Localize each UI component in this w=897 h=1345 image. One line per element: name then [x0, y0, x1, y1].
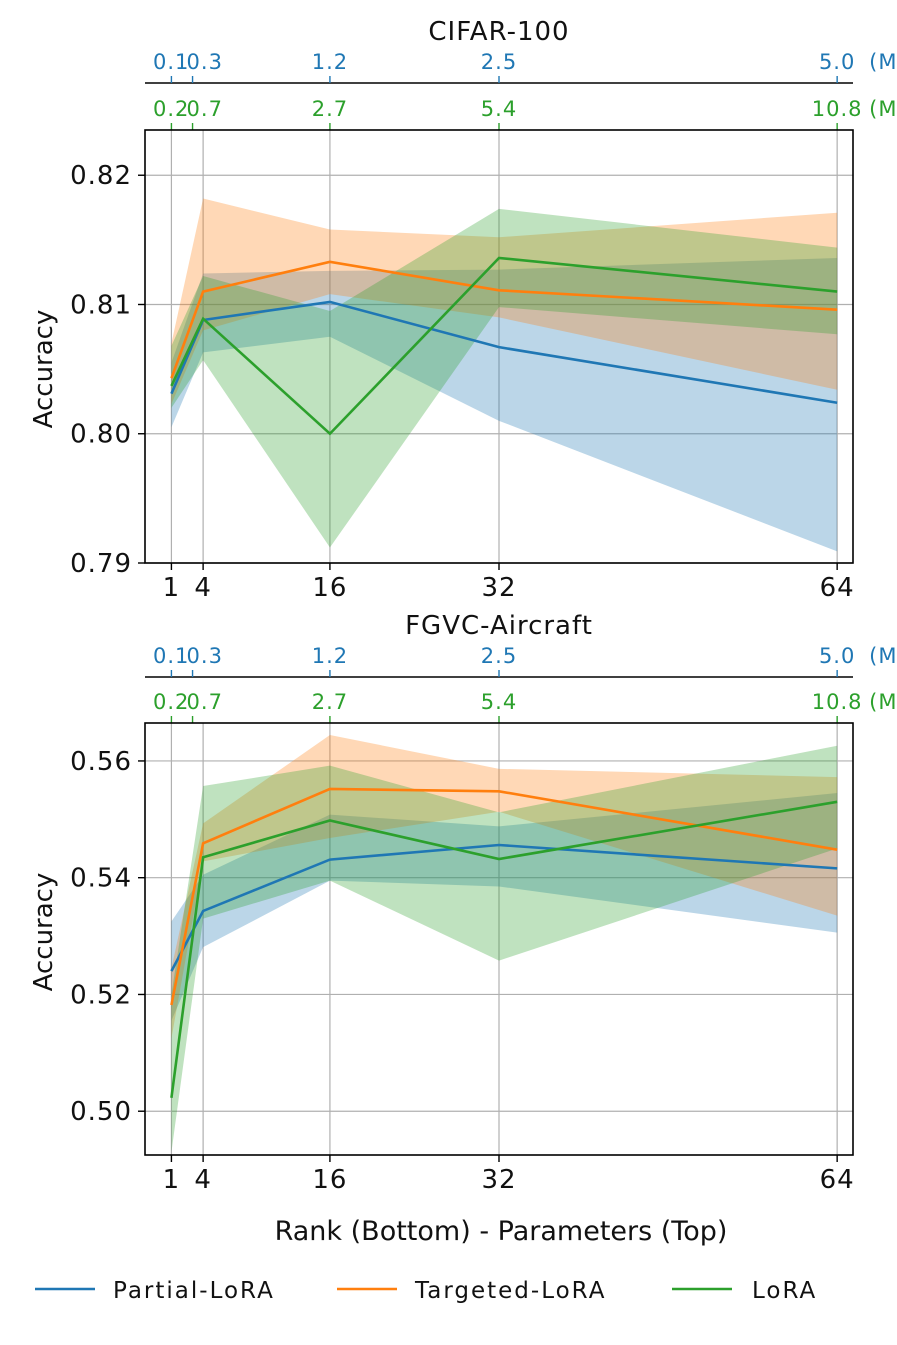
top-axes-fgvc-aircraft: 0.10.3 1.2 2.5 5.0 (M) 0.20.7 2.7 5.4 10.8(M) [145, 644, 897, 723]
top-tick-label-blue: 1.2 [312, 644, 348, 668]
top-tick-label-blue: 0.3 [187, 50, 223, 74]
series-lines-fgvc-aircraft [170, 787, 838, 1098]
x-tick-label: 1 [163, 1165, 181, 1195]
band-partial-lora [171, 257, 838, 552]
top-tick-label-blue: 2.5 [481, 50, 517, 74]
top-tick-label-green: 0.2 [153, 97, 189, 121]
top-tick-label-blue: 5.0 [819, 50, 855, 74]
top-tick-label-blue: 1.2 [312, 50, 348, 74]
y-tick-label: 0.50 [70, 1097, 132, 1127]
y-tick-label: 0.54 [70, 864, 132, 894]
x-tick-label: 1 [163, 573, 181, 603]
top-axes-cifar100: 0.10.3 1.2 2.5 5.0 (M) 0.20.7 2.7 5.4 10.8(M) [145, 50, 897, 130]
x-tick-label: 16 [312, 573, 347, 603]
x-tick-label: 64 [820, 1165, 855, 1195]
top-unit-label-green: (M) [869, 97, 897, 121]
panel-cifar100: CIFAR-100 Accuracy 0.10.3 1.2 2.5 5.0 (M) 0.2… [29, 17, 897, 603]
y-tick-label: 0.80 [70, 420, 132, 450]
top-tick-label-blue: 5.0 [819, 644, 855, 668]
x-tick-label: 32 [481, 573, 516, 603]
panel-fgvc-aircraft: FGVC-Aircraft Accuracy 0.10.3 1.2 2.5 5.0 (M… [29, 611, 897, 1195]
x-tick-label: 64 [820, 573, 855, 603]
band-targeted-lora [171, 735, 838, 1039]
y-tick-label: 0.82 [70, 161, 132, 191]
y-axis-label-fgvc-aircraft: Accuracy [29, 873, 59, 992]
x-tick-label: 32 [481, 1165, 516, 1195]
axes-cifar100: 0.79 0.80 0.81 0.82 1 4 16 32 64 [70, 129, 855, 603]
top-tick-label-blue: 0.3 [187, 644, 223, 668]
top-tick-label-green: 2.7 [312, 690, 348, 714]
top-unit-label-blue: (M) [869, 50, 897, 74]
legend-label-partial-lora: Partial-LoRA [113, 1278, 275, 1304]
legend: Partial-LoRA Targeted-LoRA LoRA [35, 1278, 817, 1304]
x-tick-label: 16 [312, 1165, 347, 1195]
top-unit-label-blue: (M) [869, 644, 897, 668]
top-tick-label-green: 5.4 [481, 690, 517, 714]
axes-fgvc-aircraft: 0.50 0.52 0.54 0.56 1 4 16 32 64 [70, 722, 855, 1195]
top-tick-label-green: 0.2 [153, 690, 189, 714]
top-tick-label-blue: 2.5 [481, 644, 517, 668]
legend-label-targeted-lora: Targeted-LoRA [414, 1278, 606, 1304]
top-tick-label-blue: 0.1 [153, 644, 189, 668]
y-tick-label: 0.52 [70, 980, 132, 1010]
top-tick-label-blue: 0.1 [153, 50, 189, 74]
series-lines-cifar100 [170, 256, 838, 436]
top-tick-label-green: 0.7 [187, 690, 223, 714]
top-unit-label-green: (M) [869, 690, 897, 714]
y-tick-label: 0.56 [70, 747, 132, 777]
error-bands-cifar100 [171, 198, 838, 552]
chart-title-fgvc-aircraft: FGVC-Aircraft [405, 611, 593, 641]
band-lora [171, 208, 838, 548]
chart-title-cifar100: CIFAR-100 [428, 17, 569, 47]
y-axis-label-cifar100: Accuracy [29, 310, 59, 429]
y-tick-label: 0.79 [70, 549, 132, 579]
band-partial-lora [171, 793, 838, 1021]
band-targeted-lora [171, 198, 838, 405]
top-tick-label-green: 0.7 [187, 97, 223, 121]
top-tick-label-green: 10.8 [812, 97, 863, 121]
band-lora [171, 745, 838, 1153]
legend-label-lora: LoRA [752, 1278, 817, 1304]
x-axis-label: Rank (Bottom) - Parameters (Top) [275, 1216, 728, 1247]
x-tick-label: 4 [194, 573, 212, 603]
top-tick-label-green: 2.7 [312, 97, 348, 121]
top-tick-label-green: 10.8 [812, 690, 863, 714]
grid-fgvc-aircraft [145, 723, 853, 1155]
y-tick-label: 0.81 [70, 290, 132, 320]
x-tick-label: 4 [194, 1165, 212, 1195]
top-tick-label-green: 5.4 [481, 97, 517, 121]
error-bands-fgvc-aircraft [171, 735, 838, 1153]
